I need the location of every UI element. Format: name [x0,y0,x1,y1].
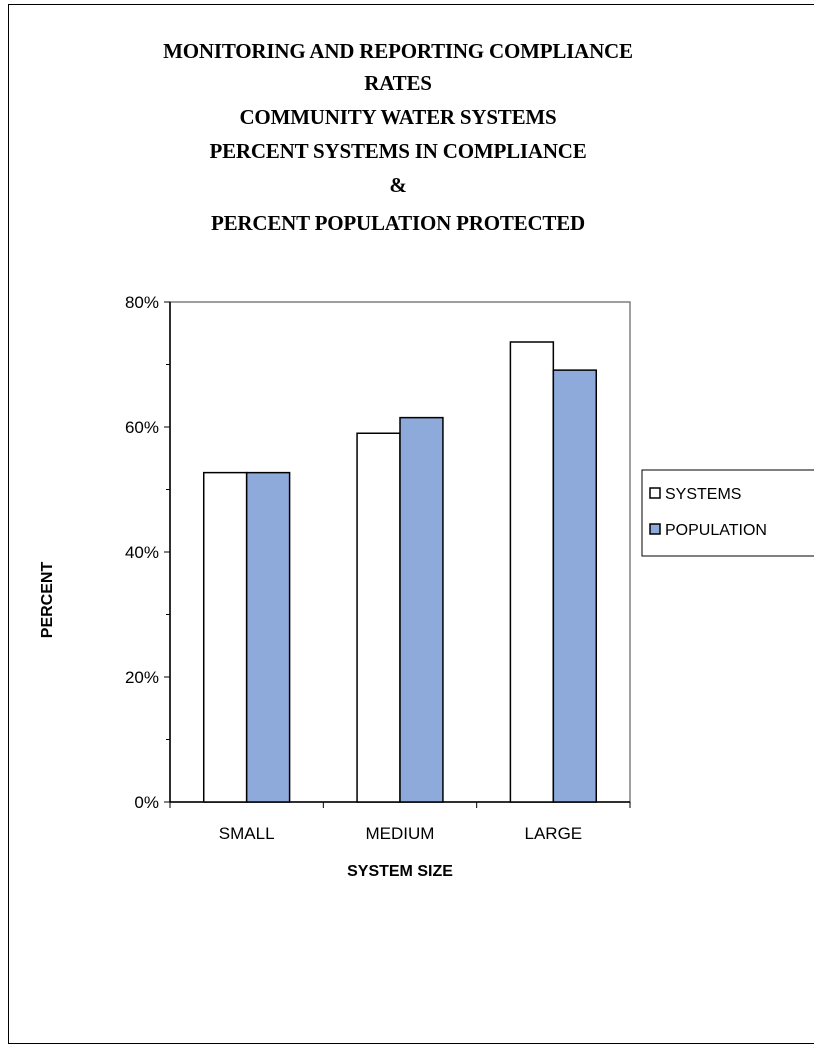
bars [202,341,598,803]
chart-title: MONITORING AND REPORTING COMPLIANCE RATE… [163,39,633,235]
y-tick-label: 40% [125,543,159,562]
bar-systems-small [202,471,248,803]
title-line-5: & [389,173,406,197]
x-axis-title: SYSTEM SIZE [347,863,453,880]
bar-population-large [552,369,598,803]
y-tick-label: 0% [134,793,159,812]
title-line-4: PERCENT SYSTEMS IN COMPLIANCE [209,139,586,163]
legend-swatch-population [649,523,661,535]
bar-systems-medium [356,432,401,803]
bar-chart: MONITORING AND REPORTING COMPLIANCE RATE… [39,39,814,880]
title-line-3: COMMUNITY WATER SYSTEMS [239,105,556,129]
legend: SYSTEMS POPULATION [641,469,814,557]
bar-population-medium [399,416,444,803]
bar-systems-large [509,341,555,803]
x-tick-label: LARGE [525,824,583,843]
legend-swatch-systems [649,487,661,499]
x-tick-label: SMALL [219,824,275,843]
y-axis-title: PERCENT [39,562,56,639]
bar-population-small [245,471,291,803]
y-tick-label: 20% [125,668,159,687]
x-axis: SMALL MEDIUM LARGE [169,801,631,843]
x-tick-label: MEDIUM [366,824,435,843]
y-tick-label: 80% [125,293,159,312]
y-axis: 0% 20% 40% 60% 80% [125,293,171,812]
title-line-1: MONITORING AND REPORTING COMPLIANCE [163,39,633,63]
y-tick-label: 60% [125,418,159,437]
legend-label-population: POPULATION [665,522,767,539]
legend-box [641,469,814,557]
title-line-6: PERCENT POPULATION PROTECTED [211,211,585,235]
legend-label-systems: SYSTEMS [665,486,741,503]
title-line-2: RATES [364,71,431,95]
